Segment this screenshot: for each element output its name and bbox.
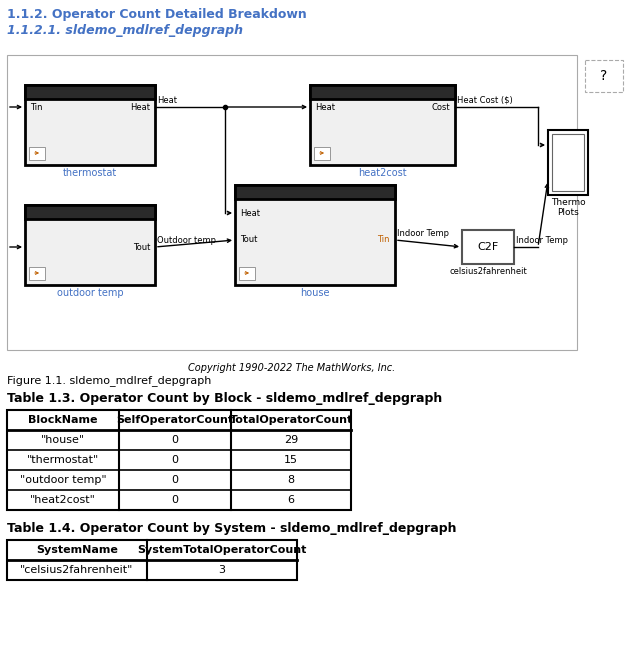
Bar (29, 147, 45, 160)
Text: Tout: Tout (240, 236, 257, 244)
Bar (585, 60, 623, 92)
Text: "celsius2fahrenheit": "celsius2fahrenheit" (20, 565, 134, 575)
Text: Plots: Plots (557, 208, 579, 217)
Text: Figure 1.1. sldemo_mdlref_depgraph: Figure 1.1. sldemo_mdlref_depgraph (7, 375, 211, 386)
Text: Cost: Cost (432, 102, 450, 112)
Text: "outdoor temp": "outdoor temp" (20, 475, 106, 485)
Text: Copyright 1990-2022 The MathWorks, Inc.: Copyright 1990-2022 The MathWorks, Inc. (188, 363, 396, 373)
Text: sldemo_mdlref_house: sldemo_mdlref_house (277, 189, 353, 195)
Text: Tin: Tin (30, 102, 42, 112)
Text: Tout: Tout (133, 242, 150, 252)
Bar (7, 410, 351, 510)
Text: Heat: Heat (157, 96, 177, 105)
Text: sldemo_mdlref_outdoor_temp: sldemo_mdlref_outdoor_temp (38, 208, 142, 215)
Text: "thermostat": "thermostat" (27, 455, 99, 465)
Text: thermostat: thermostat (63, 168, 117, 178)
Text: Tin: Tin (377, 236, 390, 244)
Bar (462, 230, 514, 264)
Text: 3: 3 (219, 565, 226, 575)
Bar (7, 55, 577, 350)
Text: heat2cost: heat2cost (358, 168, 407, 178)
Text: outdoor temp: outdoor temp (57, 288, 123, 298)
Text: Table 1.3. Operator Count by Block - sldemo_mdlref_depgraph: Table 1.3. Operator Count by Block - sld… (7, 392, 442, 405)
Text: 0: 0 (171, 455, 178, 465)
Text: 1.1.2. Operator Count Detailed Breakdown: 1.1.2. Operator Count Detailed Breakdown (7, 8, 307, 21)
Text: Heat: Heat (315, 102, 335, 112)
Text: C2F: C2F (477, 242, 499, 252)
Text: sldemo_mdlref_heater: sldemo_mdlref_heater (51, 88, 129, 96)
Text: SelfOperatorCount: SelfOperatorCount (116, 415, 234, 425)
Bar (310, 85, 455, 165)
Text: Heat: Heat (130, 102, 150, 112)
Bar (314, 147, 330, 160)
Text: house: house (300, 288, 330, 298)
Text: "heat2cost": "heat2cost" (30, 495, 96, 505)
Text: 6: 6 (288, 495, 295, 505)
Bar (235, 185, 395, 199)
Bar (7, 540, 297, 580)
Text: 15: 15 (284, 455, 298, 465)
Bar (548, 130, 588, 195)
Bar (29, 267, 45, 280)
Text: Heat Cost ($): Heat Cost ($) (457, 96, 513, 105)
Text: Heat: Heat (240, 208, 260, 218)
Text: 0: 0 (171, 495, 178, 505)
Bar (25, 205, 155, 285)
Text: SystemName: SystemName (36, 545, 118, 555)
Text: Table 1.4. Operator Count by System - sldemo_mdlref_depgraph: Table 1.4. Operator Count by System - sl… (7, 522, 456, 535)
Text: ?: ? (600, 69, 607, 83)
Bar (25, 205, 155, 219)
Bar (310, 85, 455, 99)
Text: 1.1.2.1. sldemo_mdlref_depgraph: 1.1.2.1. sldemo_mdlref_depgraph (7, 24, 243, 37)
Text: 0: 0 (171, 435, 178, 445)
Text: 29: 29 (284, 435, 298, 445)
Text: Indoor Temp: Indoor Temp (397, 229, 449, 238)
Text: TotalOperatorCount: TotalOperatorCount (229, 415, 353, 425)
Text: 0: 0 (171, 475, 178, 485)
Text: Indoor Temp: Indoor Temp (516, 236, 568, 245)
Bar (552, 134, 584, 191)
Bar (235, 185, 395, 285)
Text: sldemo_mdlref_heat2cost: sldemo_mdlref_heat2cost (337, 88, 427, 96)
Text: celsius2fahrenheit: celsius2fahrenheit (449, 267, 527, 276)
Text: Outdoor temp: Outdoor temp (157, 236, 216, 245)
Bar (25, 85, 155, 99)
Text: 8: 8 (288, 475, 295, 485)
Text: SystemTotalOperatorCount: SystemTotalOperatorCount (137, 545, 307, 555)
Bar (239, 267, 255, 280)
Text: "house": "house" (41, 435, 85, 445)
Bar (25, 85, 155, 165)
Text: BlockName: BlockName (28, 415, 98, 425)
Text: Thermo: Thermo (550, 198, 585, 207)
